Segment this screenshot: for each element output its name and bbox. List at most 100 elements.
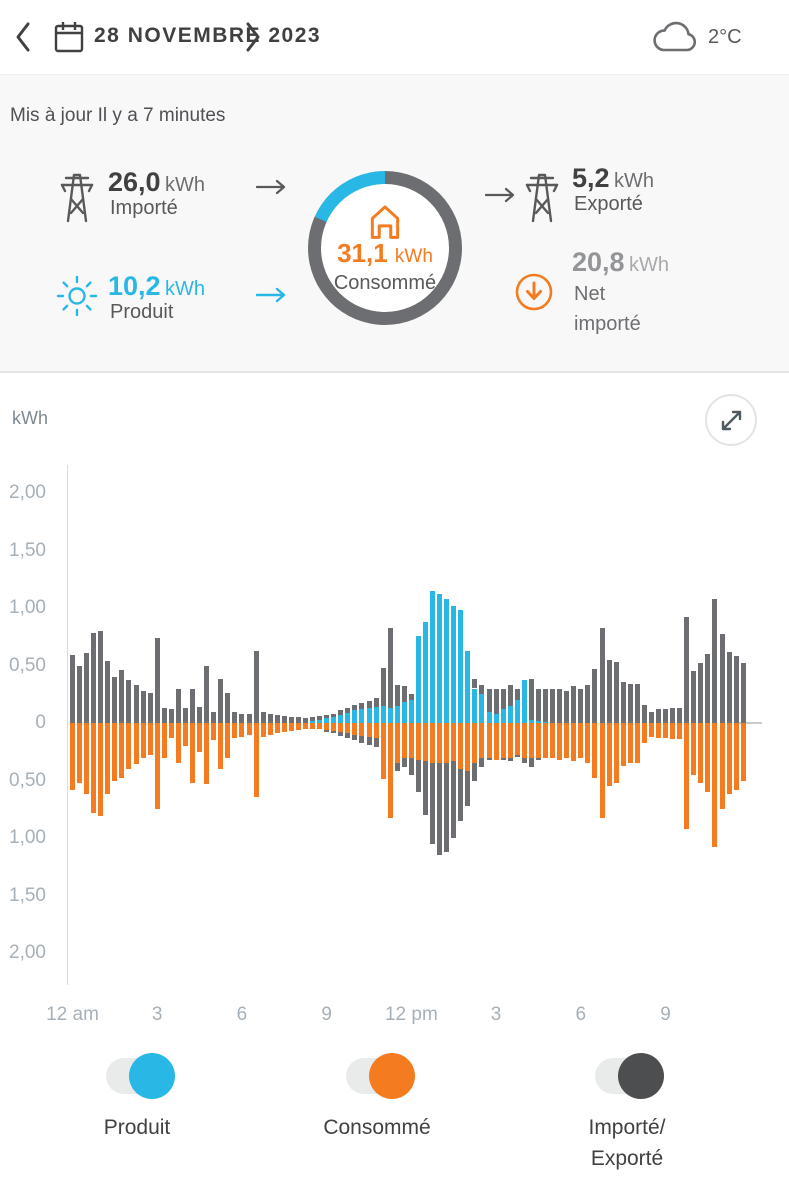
bar-imported: [606, 659, 612, 723]
bar-imported: [338, 710, 344, 715]
bar-imported: [324, 714, 330, 719]
weather-widget: 2°C: [652, 18, 782, 58]
produced-label: Produit: [110, 301, 174, 323]
bar-consumed: [698, 723, 704, 783]
bar-consumed: [352, 723, 358, 735]
bar-imported: [500, 688, 506, 710]
bar-imported: [733, 656, 739, 723]
bar-consumed: [225, 723, 231, 758]
bar-consumed: [423, 723, 428, 761]
bar-produced: [394, 705, 400, 723]
bar-consumed: [147, 723, 153, 756]
bar-produced: [479, 694, 485, 723]
bar-produced: [423, 621, 428, 723]
bar-consumed: [479, 723, 485, 758]
bar-imported: [288, 717, 294, 723]
bar-consumed: [444, 723, 450, 764]
bar-consumed: [733, 723, 739, 790]
bar-imported: [571, 686, 577, 723]
bar-consumed: [154, 723, 160, 810]
bar-imported: [70, 655, 75, 723]
bar-imported: [684, 617, 690, 723]
y-axis-tick-label: 1,50: [9, 539, 46, 561]
expand-chart-button[interactable]: [705, 394, 757, 446]
bar-consumed: [331, 723, 337, 732]
bar-produced: [387, 708, 393, 723]
bar-consumed: [168, 723, 174, 738]
sun-icon: [56, 275, 98, 317]
bar-imported: [260, 711, 266, 723]
bar-produced: [338, 714, 344, 723]
toggle-produced-label: Produit: [103, 1116, 171, 1139]
bar-imported: [345, 708, 351, 713]
bar-exported: [345, 733, 351, 738]
toggle-consumed-knob: [369, 1053, 415, 1099]
zero-line-segment: [738, 722, 762, 724]
bar-produced: [444, 598, 450, 723]
toggle-imported-exported[interactable]: [595, 1053, 664, 1099]
bar-consumed: [564, 723, 570, 758]
bar-imported: [705, 654, 711, 723]
bar-imported: [719, 634, 725, 723]
bar-consumed: [691, 723, 697, 775]
bar-exported: [338, 732, 344, 736]
bar-imported: [232, 711, 238, 723]
bar-imported: [359, 703, 365, 710]
bar-consumed: [648, 723, 654, 737]
bar-consumed: [550, 723, 556, 758]
net-imported-label: Net importé: [574, 283, 641, 335]
bar-produced: [408, 700, 414, 723]
bar-imported: [620, 681, 626, 723]
chart-plot[interactable]: 2,00 1,50 1,00 0,50 0 0,50 1,00 1,50 2,00 12 am 3 6…: [0, 460, 789, 1040]
bar-imported: [486, 688, 492, 712]
flow-arrow-export-icon: [485, 187, 515, 203]
bar-consumed: [394, 723, 400, 764]
toggle-consumed[interactable]: [346, 1053, 415, 1099]
imported-unit: kWh: [165, 174, 206, 196]
bar-consumed: [232, 723, 238, 738]
date-label[interactable]: 28 NOVEMBRE 2023: [94, 24, 322, 47]
bar-produced: [507, 705, 513, 723]
next-day-button[interactable]: [240, 20, 266, 54]
calendar-button[interactable]: [52, 19, 86, 55]
bar-consumed: [585, 723, 591, 764]
bar-imported: [267, 713, 273, 723]
pylon-icon: [525, 173, 559, 223]
bar-produced: [543, 721, 549, 723]
bar-produced: [352, 710, 358, 723]
net-imported-number: 20,8: [572, 247, 625, 277]
bar-imported: [401, 686, 407, 703]
previous-day-button[interactable]: [10, 20, 36, 54]
imported-label: Importé: [110, 197, 178, 219]
bar-exported: [401, 757, 407, 767]
produced-unit: kWh: [165, 278, 206, 300]
bar-consumed: [77, 723, 83, 783]
bar-consumed: [712, 723, 718, 848]
x-axis-tick-label: 9: [660, 1004, 671, 1025]
bar-imported: [119, 670, 125, 723]
header: 28 NOVEMBRE 2023 2°C: [0, 0, 789, 73]
consumed-unit: kWh: [394, 246, 433, 267]
y-axis-tick-label: 1,00: [9, 597, 46, 618]
bar-imported: [211, 711, 217, 723]
last-updated-text: Mis à jour Il y a 7 minutes: [10, 105, 226, 126]
bar-exported: [373, 737, 379, 748]
bar-exported: [514, 755, 520, 758]
toggle-produced[interactable]: [106, 1053, 175, 1099]
imported-number: 26,0: [108, 167, 161, 197]
bar-produced: [514, 700, 520, 723]
net-imported-icon: [515, 273, 553, 311]
bar-produced: [486, 711, 492, 723]
bar-imported: [154, 637, 160, 723]
bar-produced: [366, 708, 372, 723]
bar-imported: [641, 704, 647, 723]
bar-consumed: [451, 723, 457, 761]
bar-imported: [310, 717, 316, 721]
chevron-left-icon: [16, 22, 30, 52]
bar-consumed: [359, 723, 365, 736]
bar-consumed: [112, 723, 118, 781]
bar-consumed: [366, 723, 372, 737]
bar-consumed: [627, 723, 633, 764]
bar-imported: [204, 665, 210, 723]
bar-consumed: [310, 723, 316, 729]
